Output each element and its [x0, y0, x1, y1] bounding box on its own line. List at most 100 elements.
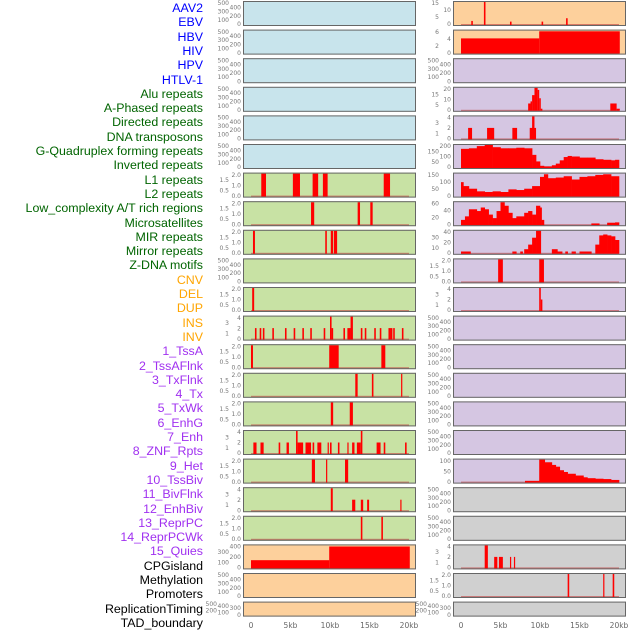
y-tick-label: 200 — [440, 356, 452, 363]
y-tick-label: 0.0 — [441, 593, 451, 600]
histogram-bin — [516, 147, 525, 168]
y-tick-label: 300 — [218, 123, 230, 130]
histogram-bin — [468, 148, 478, 168]
y-tick-label: 300 — [440, 605, 452, 612]
track-label: MIR repeats — [135, 229, 203, 244]
y-tick-label: 0 — [237, 593, 241, 600]
data-bar — [330, 402, 334, 426]
track-frame — [453, 573, 626, 598]
y-tick-label: 500 — [218, 86, 230, 93]
data-bar — [360, 499, 364, 512]
data-bar — [541, 21, 544, 25]
y-tick-label: 0 — [447, 612, 451, 619]
y-tick-label: 400 — [230, 544, 242, 551]
track-label: 8_ZNF_Rpts — [132, 444, 203, 459]
track-label: Microsatellites — [124, 215, 204, 230]
y-tick-label: 0.0 — [231, 479, 241, 486]
y-tick-label: 0 — [237, 612, 241, 619]
data-bar — [349, 402, 353, 426]
y-tick-label: 1.5 — [219, 177, 229, 184]
data-bar — [329, 345, 339, 369]
data-bar — [326, 459, 328, 483]
data-bar — [302, 328, 304, 340]
x-tick-label: 10kb — [531, 621, 550, 630]
track-baseline — [251, 424, 409, 426]
y-tick-label: 4 — [237, 486, 241, 493]
histogram-bin — [595, 478, 604, 483]
y-tick-label: 0 — [447, 193, 451, 200]
data-bar — [312, 442, 315, 454]
data-bar — [343, 328, 346, 340]
track-label: Promoters — [145, 587, 203, 602]
y-tick-label: 0 — [447, 107, 451, 114]
data-bar — [483, 2, 486, 25]
y-tick-label: 0.5 — [219, 216, 229, 223]
track-label: CNV — [176, 272, 203, 287]
histogram-bin — [603, 159, 612, 168]
y-tick-label: 0 — [447, 393, 451, 400]
data-bar — [534, 87, 538, 111]
track-frame — [453, 401, 626, 427]
y-tick-label: 1.0 — [231, 354, 241, 361]
track-frame — [453, 201, 626, 227]
y-tick-label: 400 — [230, 119, 242, 126]
histogram-bin — [611, 479, 620, 483]
histogram-bin — [559, 160, 564, 168]
track-label: G-Quadruplex forming repeats — [35, 144, 203, 158]
histogram-bin — [611, 236, 616, 254]
y-tick-label: 4 — [447, 36, 451, 43]
data-bar — [253, 442, 257, 454]
track-background — [243, 201, 416, 227]
y-tick-label: 0.0 — [231, 364, 241, 371]
y-tick-label: 2 — [447, 125, 451, 132]
y-tick-label: 400 — [440, 319, 452, 326]
y-tick-label: 0 — [237, 336, 241, 343]
histogram-bin — [555, 163, 561, 168]
y-tick-label: 3 — [435, 549, 439, 556]
y-tick-label: 15 — [431, 0, 439, 7]
data-bar — [337, 442, 340, 454]
y-tick-label: 2.0 — [231, 200, 241, 207]
data-bar — [311, 459, 315, 483]
histogram-bin — [496, 211, 501, 226]
y-tick-label: 0.5 — [219, 359, 229, 366]
y-tick-label: 3 — [225, 492, 229, 499]
histogram-bin — [587, 176, 596, 197]
y-tick-label: 300 — [428, 495, 440, 502]
y-tick-label: 3 — [225, 320, 229, 327]
y-tick-label: 0 — [237, 164, 241, 171]
y-tick-label: 0 — [447, 136, 451, 143]
track-label: Alu repeats — [140, 86, 203, 101]
data-bar — [356, 442, 361, 454]
data-bar — [330, 442, 332, 454]
histogram-bin — [484, 192, 493, 197]
y-tick-label: 400 — [218, 603, 230, 610]
track-background — [243, 430, 416, 455]
y-tick-label: 1 — [225, 445, 229, 452]
y-tick-label: 2 — [447, 297, 451, 304]
y-tick-label: 0 — [447, 364, 451, 371]
data-bar — [262, 328, 265, 340]
data-bar — [376, 442, 381, 454]
data-bar — [528, 103, 531, 111]
track-background — [243, 601, 416, 617]
y-tick-label: 1 — [435, 302, 439, 309]
y-tick-label: 400 — [440, 433, 452, 440]
track-frame — [243, 172, 416, 198]
data-bar — [322, 173, 328, 197]
data-bar — [371, 373, 374, 397]
histogram-bin — [476, 191, 485, 197]
y-tick-label: 0.5 — [219, 474, 229, 481]
y-tick-label: 300 — [428, 523, 440, 530]
y-tick-label: 1.5 — [429, 263, 439, 270]
histogram-bin — [508, 148, 517, 168]
track-label: AAV2 — [172, 1, 203, 15]
data-bar — [537, 89, 540, 111]
histogram-bin — [555, 466, 561, 483]
track-background — [453, 573, 626, 598]
data-bar — [487, 127, 495, 140]
y-tick-label: 2 — [447, 554, 451, 561]
histogram-bin — [587, 478, 596, 483]
data-bar — [360, 328, 363, 340]
histogram-bin — [524, 148, 533, 168]
